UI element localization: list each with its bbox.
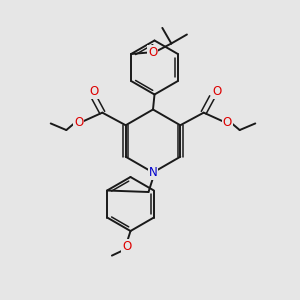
Text: N: N [148, 166, 158, 179]
Text: O: O [74, 116, 83, 129]
Text: O: O [122, 240, 131, 253]
Text: O: O [223, 116, 232, 129]
Text: O: O [89, 85, 98, 98]
Text: O: O [148, 46, 157, 59]
Text: O: O [213, 85, 222, 98]
